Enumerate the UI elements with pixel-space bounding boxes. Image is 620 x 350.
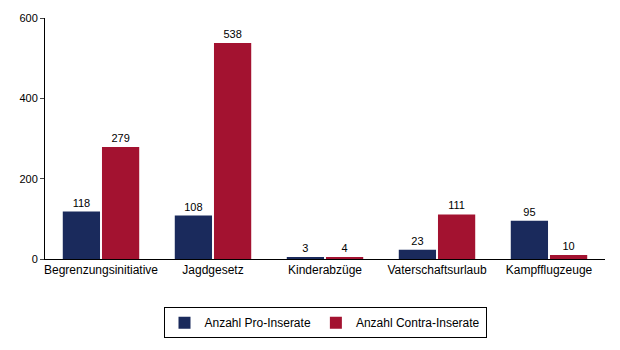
svg-text:3: 3 [302,242,308,254]
svg-text:95: 95 [523,206,535,218]
svg-text:23: 23 [411,235,423,247]
svg-text:279: 279 [111,132,129,144]
svg-text:Anzahl Pro-Inserate: Anzahl Pro-Inserate [205,316,311,330]
svg-text:Jagdgesetz: Jagdgesetz [182,263,243,277]
svg-text:118: 118 [73,197,91,209]
svg-text:Vaterschaftsurlaub: Vaterschaftsurlaub [387,263,486,277]
svg-text:Kinderabzüge: Kinderabzüge [288,263,362,277]
svg-text:Anzahl Contra-Inserate: Anzahl Contra-Inserate [356,316,480,330]
svg-text:0: 0 [32,253,38,265]
svg-text:108: 108 [184,201,202,213]
svg-text:10: 10 [562,240,574,252]
svg-text:200: 200 [19,173,37,185]
svg-text:4: 4 [342,242,348,254]
svg-text:400: 400 [19,92,37,104]
svg-text:Kampfflugzeuge: Kampfflugzeuge [506,263,593,277]
svg-text:Begrenzungsinitiative: Begrenzungsinitiative [44,263,158,277]
svg-text:600: 600 [19,12,37,24]
svg-text:538: 538 [223,28,241,40]
svg-text:111: 111 [448,199,465,211]
